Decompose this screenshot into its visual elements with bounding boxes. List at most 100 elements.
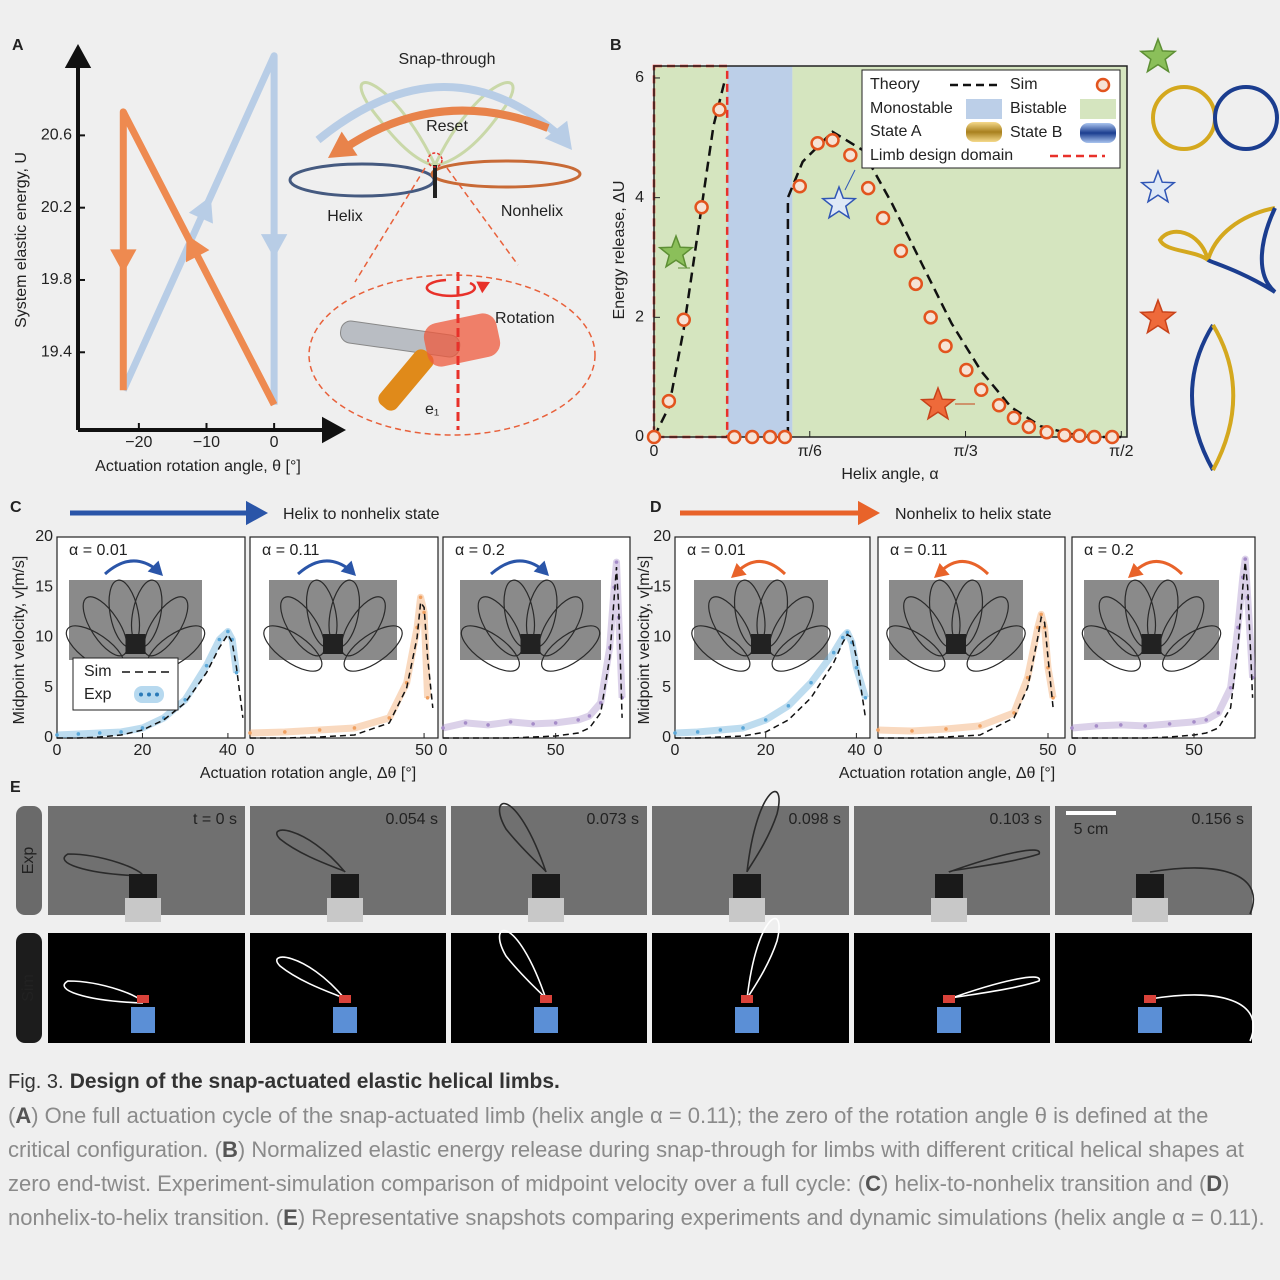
limb xyxy=(1149,994,1255,1042)
exp-point xyxy=(1143,724,1147,728)
photo-limb xyxy=(1098,596,1144,657)
caption: Fig. 3. Design of the snap-actuated elas… xyxy=(8,1064,1270,1235)
sim-line xyxy=(443,567,623,739)
arrow-head xyxy=(731,563,747,578)
plot-frame xyxy=(653,65,1128,438)
photo-limb xyxy=(903,596,949,657)
caption-text: ) One full actuation cycle of the snap-a… xyxy=(8,1103,1209,1162)
arrow-head xyxy=(476,281,490,294)
star-icon xyxy=(657,233,695,269)
y-axis-label: Midpoint velocity, v[m/s] xyxy=(11,556,28,725)
x-tick-label: 0 xyxy=(671,742,680,759)
photo-limb xyxy=(263,625,323,672)
sim-point xyxy=(1021,419,1037,435)
exp-stand xyxy=(125,898,161,922)
limb xyxy=(948,849,1040,873)
arrow-head xyxy=(340,560,356,576)
exp-stand xyxy=(528,898,564,922)
x-tick-label: 40 xyxy=(219,742,237,759)
exp-point xyxy=(1216,711,1221,715)
row-label: Exp xyxy=(20,847,37,875)
y-tick-label: 20.2 xyxy=(41,199,72,216)
row-label: Sim xyxy=(20,974,37,1002)
sim-point xyxy=(860,180,876,196)
exp-point xyxy=(418,595,423,600)
y-axis-label: Energy release, ΔU xyxy=(611,181,628,320)
exp-point xyxy=(463,721,468,725)
sim-servo xyxy=(1138,1007,1162,1033)
exp-band xyxy=(442,558,626,732)
photo-limb xyxy=(541,625,601,672)
sim-point xyxy=(938,338,953,354)
sim-cap xyxy=(137,995,149,1003)
sim-point xyxy=(908,276,924,292)
photo-servo xyxy=(520,634,541,654)
panel-ref: A xyxy=(15,1103,32,1128)
alpha-label: α = 0.01 xyxy=(687,542,746,559)
row-tab xyxy=(16,806,42,915)
exp-point xyxy=(695,730,700,734)
reset-arc xyxy=(342,106,550,152)
arrow-head xyxy=(147,560,163,576)
limb xyxy=(276,956,346,1000)
sim-point xyxy=(810,135,825,151)
legend-label: Sim xyxy=(1010,76,1038,93)
sim-servo xyxy=(131,1007,155,1033)
exp-point xyxy=(234,670,239,675)
photo-limb xyxy=(966,625,1026,672)
sim-point xyxy=(923,310,938,325)
monostable-region xyxy=(727,66,793,437)
photo-limb xyxy=(768,596,814,657)
x-tick-label: −10 xyxy=(193,434,220,451)
exp-point xyxy=(248,731,252,735)
x-tick-label: 0 xyxy=(439,742,448,759)
exp-point xyxy=(217,637,222,642)
sim-cap xyxy=(1144,995,1156,1003)
sim-point xyxy=(661,393,677,409)
exp-point xyxy=(1192,720,1196,724)
sim-cap xyxy=(741,995,753,1003)
exp-point xyxy=(140,726,145,730)
photo-limb xyxy=(340,596,386,657)
alpha-label: α = 0.01 xyxy=(69,542,128,559)
arrow-head xyxy=(188,196,213,224)
x-tick-label: 50 xyxy=(1185,742,1203,759)
x-tick-label: 50 xyxy=(415,742,433,759)
caption-text: ) Normalized elastic energy release duri… xyxy=(8,1137,1244,1196)
y-tick-label: 5 xyxy=(44,679,53,696)
panel-letter: D xyxy=(650,499,662,516)
snap-arc xyxy=(315,83,565,144)
sim-point xyxy=(893,243,909,259)
exp-point xyxy=(1070,726,1074,730)
sim-servo xyxy=(937,1007,961,1033)
exp-point xyxy=(587,714,592,718)
y-tick-label: 20 xyxy=(35,528,53,545)
annotation: Snap-through xyxy=(399,51,496,68)
arrow-head xyxy=(328,131,358,158)
exp-point xyxy=(614,560,619,564)
loop xyxy=(359,81,437,167)
reset-point xyxy=(427,152,443,168)
arrow-head xyxy=(260,234,288,259)
limb xyxy=(948,976,1040,1000)
shape-icon xyxy=(1157,206,1276,262)
y-tick-label: 10 xyxy=(653,629,671,646)
shape-icon xyxy=(1206,207,1277,294)
sim-line xyxy=(57,633,244,739)
exp-point xyxy=(876,728,880,732)
annotation: e₁ xyxy=(425,401,439,418)
legend-swatch xyxy=(1080,99,1116,119)
legend-label: Sim xyxy=(84,663,112,680)
legend-label: Theory xyxy=(870,76,920,93)
sim-point xyxy=(694,199,709,215)
exp-stand xyxy=(729,898,765,922)
arrow-head xyxy=(934,563,950,578)
y-tick-label: 6 xyxy=(635,69,644,86)
legend-swatch xyxy=(1080,123,1116,143)
sim-point xyxy=(1039,424,1054,440)
y-tick-label: 19.4 xyxy=(41,343,72,360)
exp-point xyxy=(840,635,845,640)
panel-title: Nonhelix to helix state xyxy=(895,506,1052,523)
sim-point xyxy=(676,312,691,327)
